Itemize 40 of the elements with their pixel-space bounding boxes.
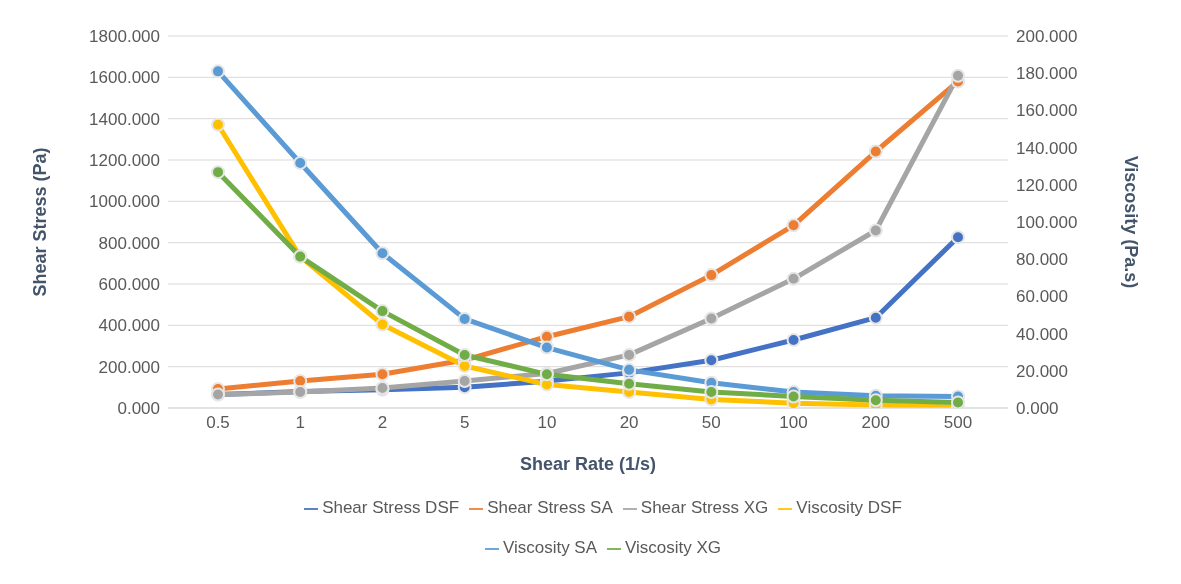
y-tick-label: 1600.000 [89, 68, 160, 88]
x-tick-label: 0.5 [206, 413, 230, 433]
legend-label: Shear Stress XG [640, 498, 769, 517]
y-tick-label: 200.000 [98, 357, 160, 377]
x-tick-label: 100 [779, 413, 808, 433]
x-tick-label: 5 [459, 413, 470, 433]
y-tick-label: 1800.000 [89, 27, 160, 47]
x-axis-title: Shear Rate (1/s) [519, 454, 657, 474]
y-tick-label: 800.000 [98, 233, 160, 253]
y2-tick-label: 120.000 [1016, 175, 1078, 195]
y2-tick-label: 180.000 [1016, 64, 1078, 84]
legend-label: Viscosity DSF [796, 498, 902, 517]
y2-tick-label: 160.000 [1016, 101, 1078, 121]
y-tick-label: 0.000 [117, 399, 160, 419]
y-axis-title: Shear Stress (Pa) [30, 147, 51, 297]
y2-tick-label: 200.000 [1016, 27, 1078, 47]
y-tick-label: 400.000 [98, 316, 160, 336]
y-tick-label: 1000.000 [89, 192, 160, 212]
y2-tick-label: 40.000 [1016, 324, 1068, 344]
x-tick-label: 50 [701, 413, 721, 433]
y2-tick-label: 100.000 [1016, 213, 1078, 233]
x-tick-label: 1 [295, 413, 305, 433]
legend-label: Viscosity XG [625, 538, 722, 557]
x-tick-label: 200 [861, 413, 890, 433]
legend-label: Shear Stress DSF [322, 498, 460, 517]
x-tick-label: 2 [377, 413, 388, 433]
y-tick-label: 600.000 [98, 275, 160, 295]
x-tick-label: 10 [537, 413, 557, 433]
x-tick-label: 500 [943, 413, 973, 433]
y2-tick-label: 0.000 [1016, 399, 1059, 419]
y2-tick-label: 20.000 [1016, 361, 1068, 381]
y2-tick-label: 80.000 [1016, 250, 1068, 270]
legend-label: Viscosity SA [502, 538, 598, 557]
y2-tick-label: 140.000 [1016, 138, 1078, 158]
legend-label: Shear Stress SA [487, 498, 613, 517]
y-tick-label: 1200.000 [89, 151, 160, 171]
x-tick-label: 20 [619, 413, 639, 433]
y2-tick-label: 60.000 [1016, 287, 1068, 307]
y2-axis-title: Viscosity (Pa.s) [1120, 155, 1141, 289]
y-tick-label: 1400.000 [89, 109, 160, 129]
